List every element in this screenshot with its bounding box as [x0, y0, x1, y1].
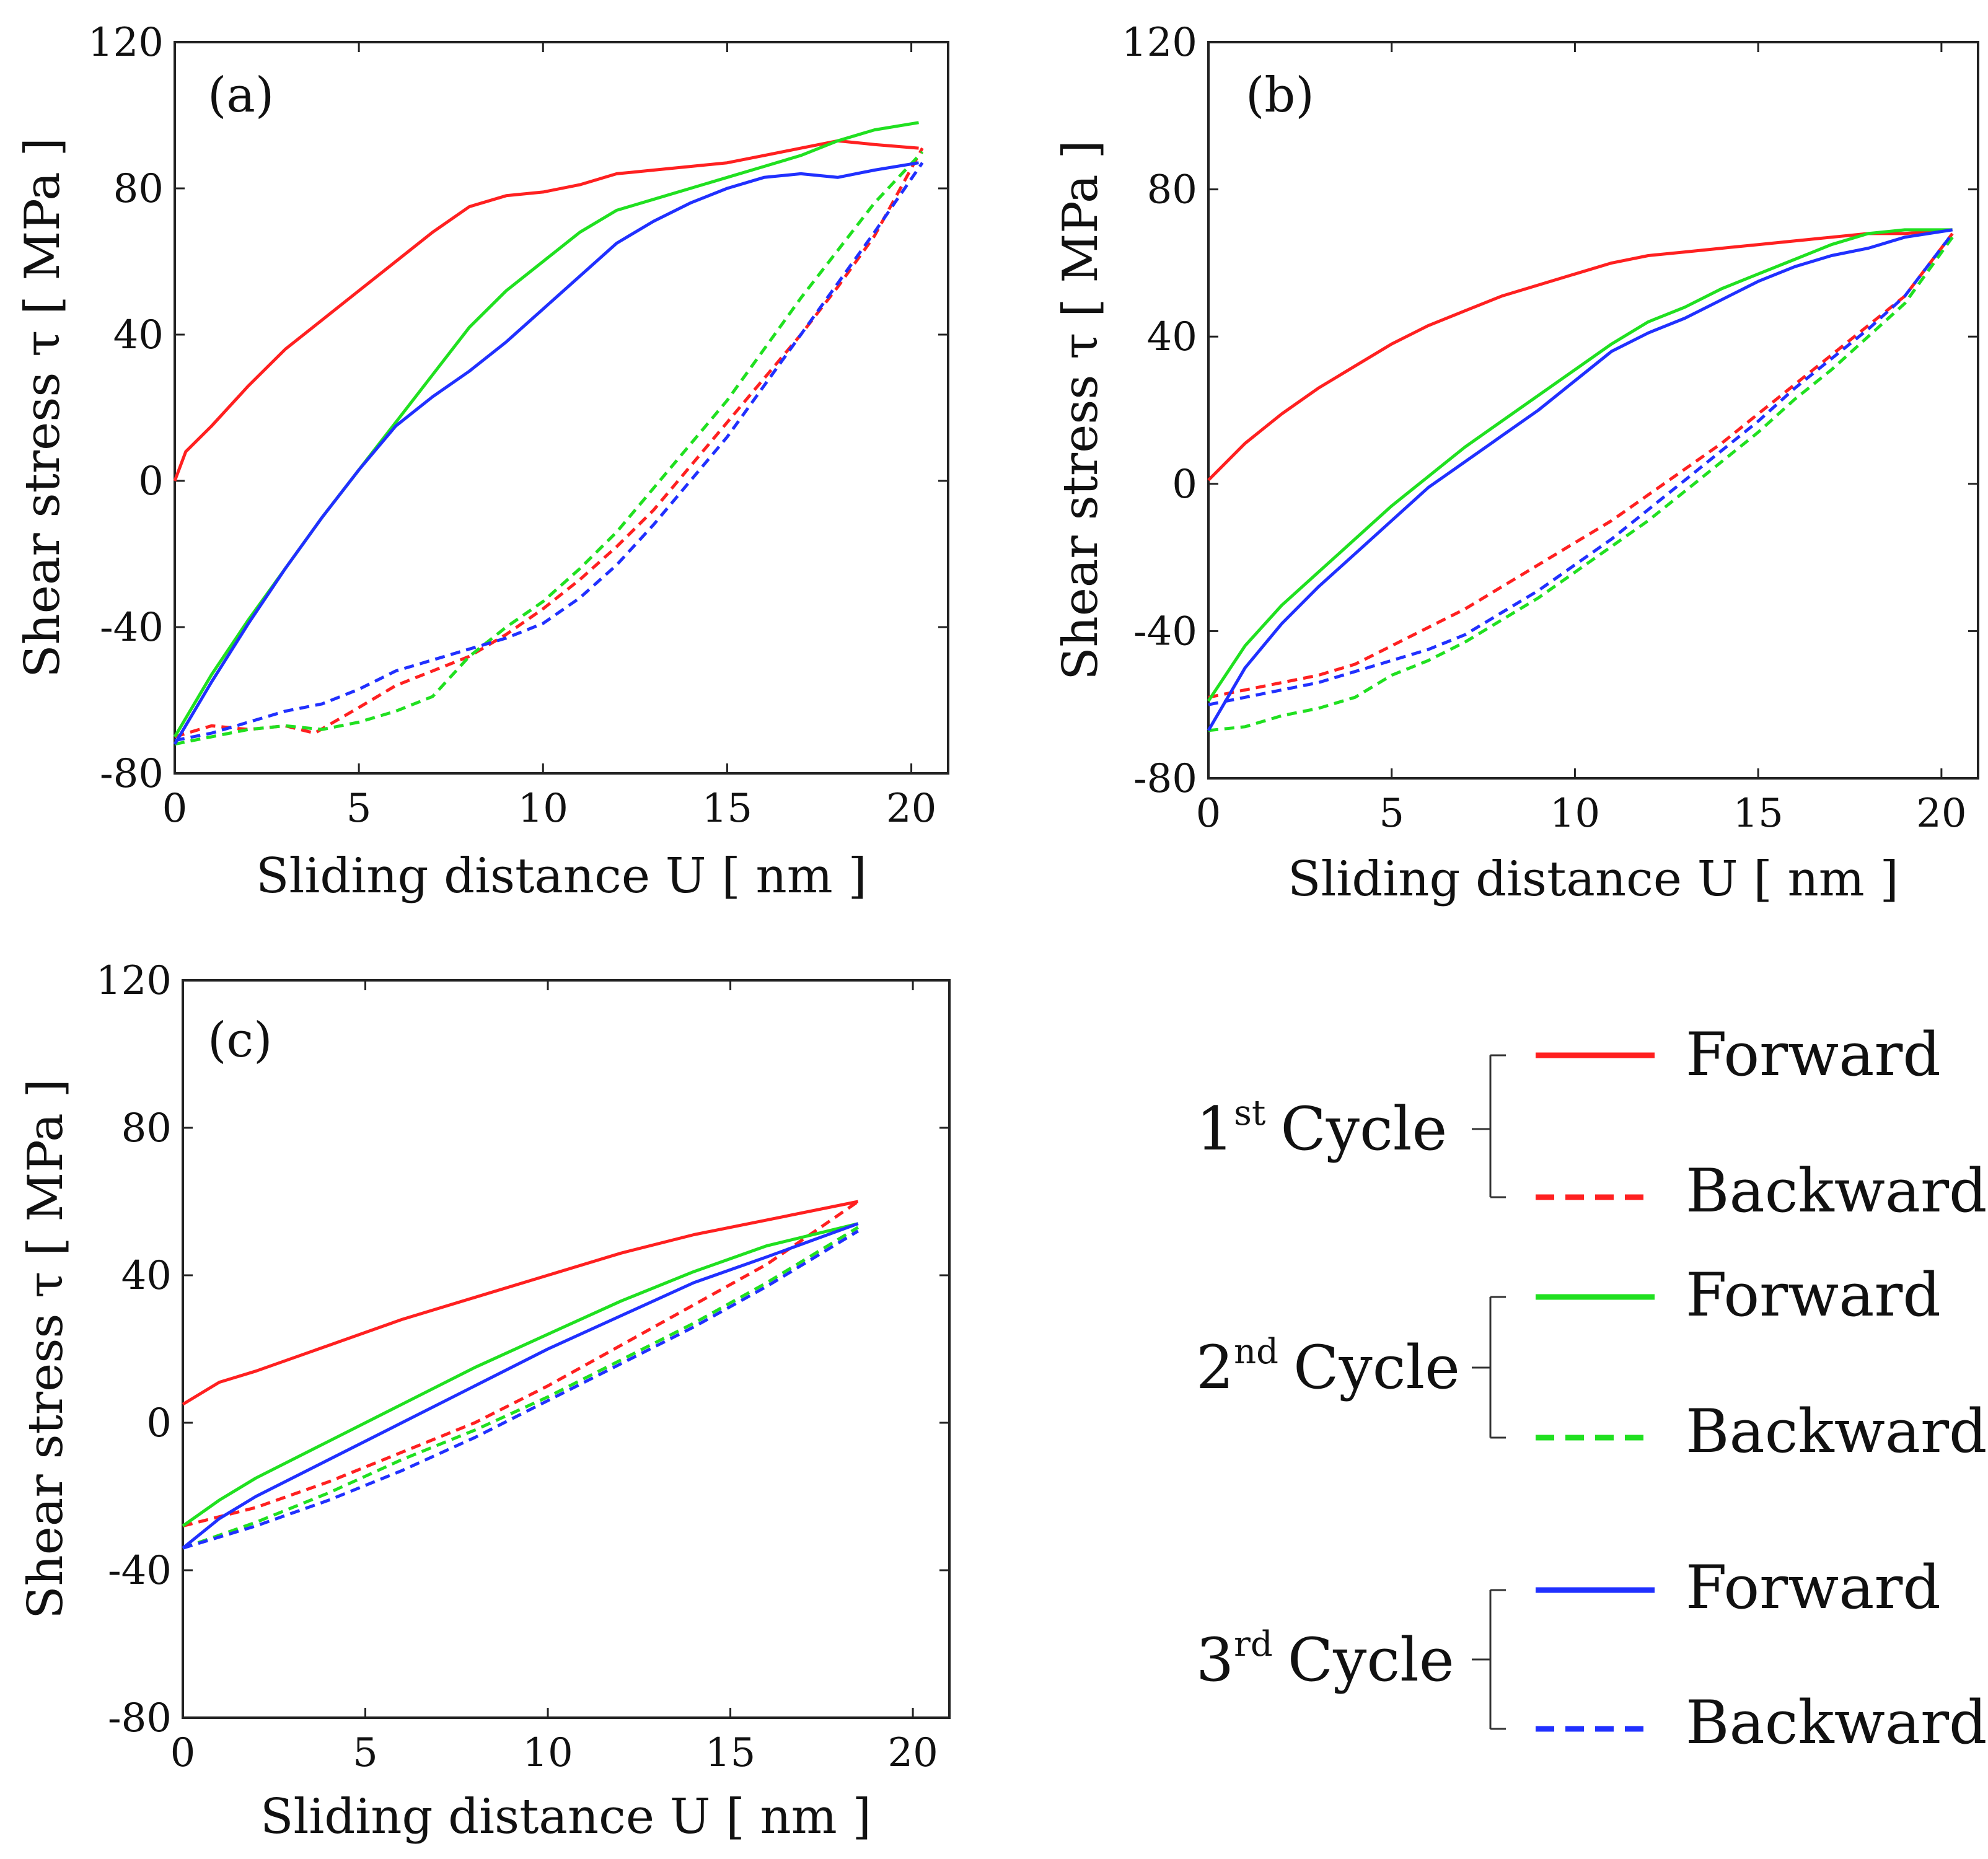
- series-line-3rd-cycle-backward: [174, 162, 924, 742]
- legend-group-suffix: nd: [1234, 1332, 1278, 1372]
- y-tick-label: -80: [100, 751, 164, 797]
- y-tick-label: 80: [1147, 167, 1197, 213]
- series-group: [182, 1200, 860, 1550]
- x-tick-label: 10: [522, 1730, 573, 1776]
- x-tick-label: 20: [886, 786, 936, 832]
- x-tick-label: 5: [353, 1730, 378, 1776]
- legend-group-label: 3rd Cycle: [1196, 1624, 1454, 1695]
- y-tick-label: -80: [108, 1695, 172, 1741]
- y-tick-label: 40: [121, 1253, 172, 1299]
- legend-bracket: [1472, 1296, 1506, 1439]
- y-axis-label: Shear stress τ [ MPa ]: [1053, 140, 1109, 680]
- panel-label: (b): [1246, 68, 1314, 123]
- series-line-3rd-cycle-forward: [173, 161, 919, 745]
- series-line-3rd-cycle-backward: [1208, 232, 1954, 706]
- legend-backward-label: Backward: [1686, 1688, 1987, 1757]
- y-tick-label: -40: [100, 605, 164, 651]
- legend-group-number: 3: [1196, 1625, 1234, 1695]
- legend-backward-label: Backward: [1686, 1397, 1987, 1466]
- axis-ticks: 0 5 10 15 20 -80 -40 0 40 80 120: [96, 958, 949, 1776]
- y-axis-label: Shear stress τ [ MPa ]: [15, 138, 71, 678]
- legend-bracket: [1472, 1054, 1506, 1198]
- plot-frame: [1207, 41, 1979, 780]
- series-line-2nd-cycle-forward: [173, 121, 919, 738]
- legend-group-suffix: rd: [1234, 1624, 1273, 1664]
- y-tick-label: 120: [88, 20, 164, 66]
- series-line-2nd-cycle-backward: [174, 151, 924, 746]
- series-line-1st-cycle-backward: [174, 147, 924, 739]
- x-axis-label: Sliding distance U [ nm ]: [260, 1789, 871, 1845]
- x-tick-label: 15: [702, 786, 752, 832]
- legend-group-3rd-cycle: 3rd Cycle Forward Backward: [1196, 1553, 1987, 1757]
- legend-group-word: Cycle: [1288, 1625, 1454, 1695]
- series-line-3rd-cycle-forward: [182, 1222, 859, 1550]
- series-line-2nd-cycle-backward: [182, 1226, 859, 1550]
- y-tick-label: 80: [121, 1105, 172, 1151]
- x-tick-label: 0: [1196, 791, 1221, 837]
- series-line-1st-cycle-backward: [182, 1200, 860, 1528]
- x-tick-label: 5: [346, 786, 372, 832]
- series-group: [173, 121, 924, 746]
- series-line-3rd-cycle-forward: [1207, 228, 1953, 732]
- legend: 1st Cycle Forward Backward 2nd Cycle Forwa…: [1196, 1020, 1987, 1757]
- x-tick-label: 20: [887, 1730, 938, 1776]
- x-tick-label: 20: [1916, 791, 1966, 837]
- panel-a: (a) Sliding distance U [ nm ] Shear stre…: [15, 20, 949, 904]
- legend-forward-label: Forward: [1686, 1260, 1941, 1330]
- legend-group-1st-cycle: 1st Cycle Forward Backward: [1196, 1020, 1987, 1226]
- y-tick-label: 40: [1147, 314, 1197, 360]
- x-tick-label: 0: [162, 786, 188, 832]
- y-tick-label: -40: [108, 1548, 172, 1594]
- legend-forward-label: Forward: [1686, 1020, 1941, 1089]
- legend-group-label: 1st Cycle: [1196, 1093, 1447, 1164]
- plot-frame: [182, 979, 951, 1719]
- axis-ticks: 0 5 10 15 20 -80 -40 0 40 80 120: [1122, 20, 1978, 837]
- legend-group-suffix: st: [1234, 1093, 1266, 1133]
- x-tick-label: 5: [1379, 791, 1404, 837]
- y-tick-label: 120: [96, 958, 172, 1004]
- x-tick-label: 15: [1733, 791, 1783, 837]
- panel-label: (c): [208, 1013, 273, 1068]
- y-axis-label: Shear stress τ [ MPa ]: [18, 1079, 74, 1619]
- legend-group-number: 1: [1196, 1094, 1234, 1164]
- legend-backward-label: Backward: [1686, 1156, 1987, 1226]
- series-line-2nd-cycle-forward: [182, 1222, 859, 1527]
- axis-ticks: 0 5 10 15 20 -80 -40 0 40 80 120: [88, 20, 948, 832]
- series-line-1st-cycle-backward: [1208, 232, 1954, 699]
- panel-b: (b) Sliding distance U [ nm ] Shear stre…: [1053, 20, 1979, 907]
- panel-c: (c) Sliding distance U [ nm ] Shear stre…: [18, 958, 951, 1845]
- legend-group-number: 2: [1196, 1333, 1234, 1402]
- legend-group-word: Cycle: [1280, 1094, 1447, 1164]
- legend-forward-label: Forward: [1686, 1553, 1941, 1622]
- x-tick-label: 10: [518, 786, 568, 832]
- legend-group-word: Cycle: [1293, 1333, 1460, 1402]
- plot-frame: [174, 41, 949, 775]
- legend-bracket: [1472, 1589, 1506, 1730]
- y-tick-label: 0: [1172, 462, 1197, 508]
- series-line-3rd-cycle-backward: [182, 1229, 859, 1550]
- legend-group-2nd-cycle: 2nd Cycle Forward Backward: [1196, 1260, 1987, 1466]
- series-line-1st-cycle-forward: [182, 1200, 859, 1406]
- series-line-1st-cycle-forward: [1207, 228, 1953, 481]
- y-tick-label: 80: [113, 166, 164, 212]
- panel-label: (a): [208, 68, 274, 123]
- y-tick-label: -40: [1133, 609, 1197, 654]
- y-tick-label: 0: [138, 459, 164, 504]
- x-tick-label: 15: [705, 1730, 755, 1776]
- legend-group-label: 2nd Cycle: [1196, 1332, 1460, 1402]
- y-tick-label: 0: [146, 1400, 172, 1446]
- series-group: [1207, 228, 1954, 732]
- series-line-2nd-cycle-backward: [1208, 236, 1954, 732]
- y-tick-label: 40: [113, 312, 164, 358]
- x-axis-label: Sliding distance U [ nm ]: [256, 848, 867, 904]
- series-line-2nd-cycle-forward: [1207, 228, 1953, 702]
- y-tick-label: -80: [1133, 756, 1197, 802]
- x-axis-label: Sliding distance U [ nm ]: [1288, 851, 1899, 907]
- y-tick-label: 120: [1122, 20, 1197, 66]
- x-tick-label: 10: [1550, 791, 1600, 837]
- series-line-1st-cycle-forward: [173, 139, 919, 481]
- x-tick-label: 0: [170, 1730, 196, 1776]
